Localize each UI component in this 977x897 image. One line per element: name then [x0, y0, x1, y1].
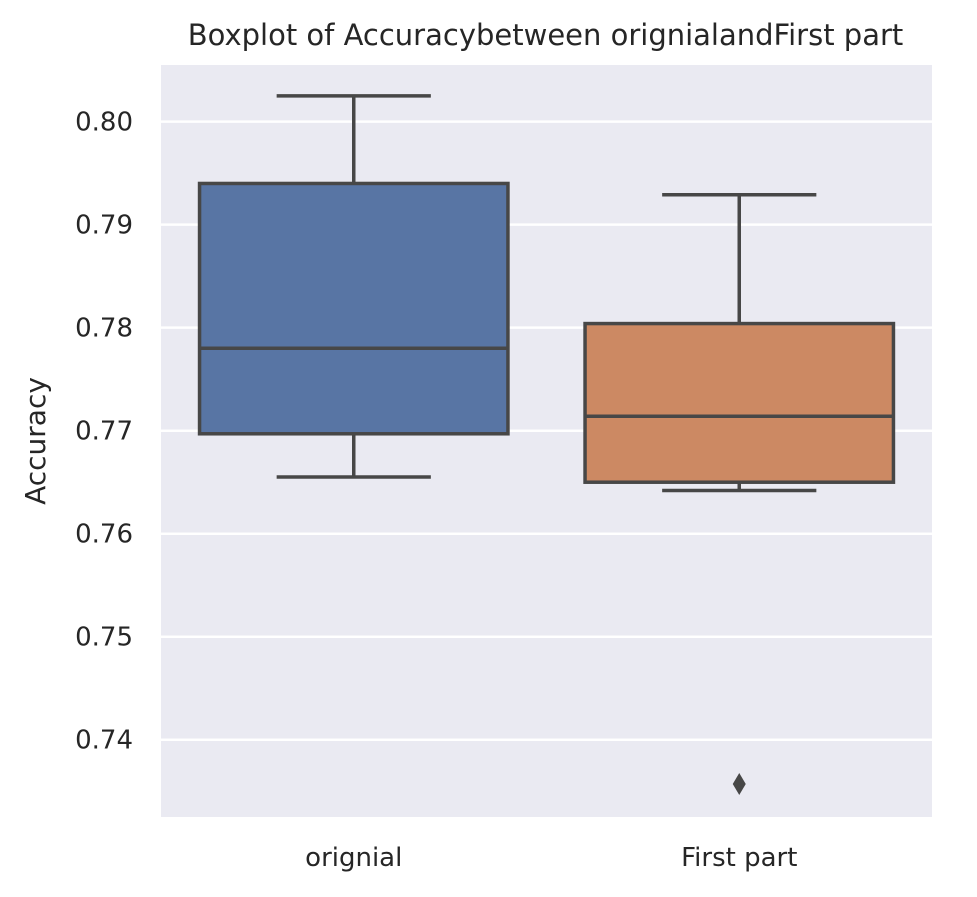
x-tick-label: orignial	[305, 843, 402, 873]
x-tick-label: First part	[681, 843, 797, 873]
y-tick-label: 0.76	[75, 520, 133, 550]
x-tick-labels: orignial First part	[305, 843, 797, 873]
iqr-box	[583, 321, 896, 484]
iqr-box	[197, 181, 510, 436]
y-tick-label: 0.74	[75, 726, 133, 756]
y-tick-label: 0.80	[75, 108, 133, 138]
y-axis-title: Accuracy	[19, 377, 52, 505]
outlier-point	[732, 773, 746, 796]
y-tick-labels: 0.74 0.75 0.76 0.77 0.78 0.79 0.80	[75, 108, 133, 756]
y-tick-label: 0.77	[75, 417, 133, 447]
boxes	[197, 94, 896, 796]
y-tick-label: 0.78	[75, 314, 133, 344]
y-tick-label: 0.75	[75, 623, 133, 653]
box-group	[197, 94, 510, 479]
y-tick-label: 0.79	[75, 211, 133, 241]
chart-title: Boxplot of Accuracybetween orignialandFi…	[188, 18, 904, 52]
box-group	[583, 193, 896, 796]
